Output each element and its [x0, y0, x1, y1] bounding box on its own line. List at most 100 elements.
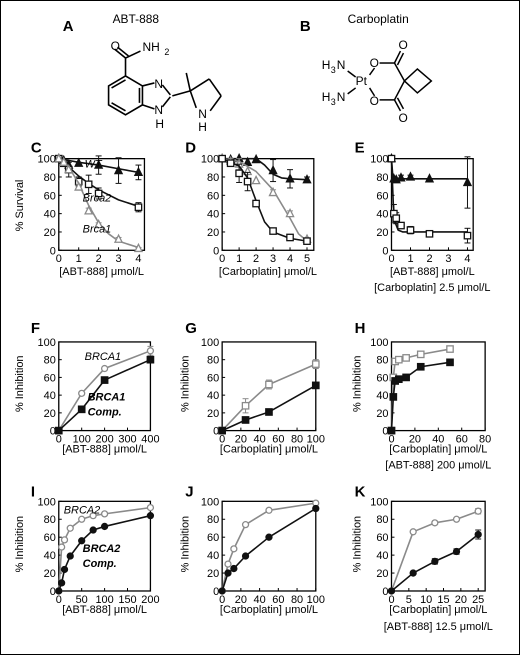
abt888-pyrrolidine-h: H — [198, 120, 207, 134]
panel-g: G 0 20 40 60 80 100 0 20 40 60 80 100 % Inhibition [Ca… — [179, 320, 325, 456]
y-tick-label: 20 — [207, 568, 219, 580]
data-point — [100, 522, 109, 531]
carboplatin-bonds — [347, 50, 433, 112]
y-tick-label: 0 — [50, 586, 56, 598]
y-tick-label: 40 — [44, 209, 56, 221]
y-tick-label: 60 — [376, 190, 388, 202]
x-tick-label: 80 — [479, 434, 491, 446]
series-annotation: Comp. — [88, 407, 122, 419]
x-tick-label: 60 — [272, 434, 284, 446]
data-point — [302, 174, 312, 184]
data-point — [387, 154, 396, 163]
y-tick-label: 100 — [201, 337, 219, 349]
data-point — [54, 426, 63, 435]
x-axis-label: [ABT-888] μmol/L — [390, 266, 475, 278]
data-point — [251, 153, 261, 164]
data-point — [446, 358, 454, 367]
data-point — [416, 362, 425, 371]
x-tick-label: 40 — [254, 434, 266, 446]
data-point — [146, 512, 155, 520]
y-tick-label: 0 — [213, 426, 219, 438]
plot-frame — [221, 158, 315, 251]
plot-frame — [58, 158, 146, 251]
y-tick-label: 0 — [382, 426, 388, 438]
series-annotation: Brca2 — [83, 192, 112, 204]
data-point — [303, 237, 311, 245]
data-point — [54, 153, 64, 163]
y-tick-label: 100 — [38, 496, 56, 508]
y-tick-label: 0 — [382, 245, 388, 257]
data-point — [242, 156, 253, 166]
data-point — [241, 552, 250, 560]
data-point — [312, 504, 320, 513]
data-point — [60, 536, 69, 544]
series-line — [221, 363, 317, 432]
abt888-bonds — [107, 46, 222, 116]
y-tick-label: 80 — [376, 355, 388, 367]
data-point — [241, 416, 250, 424]
data-point — [100, 510, 109, 518]
x-tick-label: 80 — [291, 594, 303, 606]
y-tick-label: 60 — [376, 372, 388, 384]
y-tick-label: 100 — [201, 496, 219, 508]
y-tick-label: 60 — [44, 532, 56, 544]
x-axis-label: [Carboplatin] μmol/L — [389, 604, 487, 616]
x-tick-label: 0 — [56, 253, 62, 265]
x-tick-label: 0 — [219, 594, 225, 606]
series-2 — [55, 512, 155, 595]
data-point — [60, 565, 69, 574]
data-point — [265, 506, 273, 514]
panel-j: J 0 20 40 60 80 100 0 20 40 60 80 100 % Inhibition [Ca… — [179, 483, 325, 616]
carboplatin-h3n-bot-h: H — [322, 90, 331, 104]
panel-letter-f: F — [31, 320, 40, 337]
x-axis-label: [Carboplatin] μmol/L — [220, 604, 318, 616]
data-point — [226, 159, 235, 168]
y-tick-label: 60 — [207, 190, 219, 202]
series-line — [58, 358, 151, 432]
y-tick-label: 100 — [370, 496, 388, 508]
data-point — [285, 173, 295, 183]
series-annotation: Brca1 — [83, 223, 112, 235]
y-tick-label: 40 — [376, 209, 388, 221]
data-point — [397, 221, 405, 230]
data-point — [230, 545, 238, 553]
abt888-ring-nh: N — [154, 103, 163, 117]
data-point — [133, 242, 144, 253]
y-axis-label: % Survival — [14, 180, 26, 232]
y-tick-label: 80 — [44, 355, 56, 367]
panel-letter-e: E — [355, 140, 365, 157]
abt888-title: ABT-888 — [113, 12, 160, 26]
x-tick-label: 150 — [118, 594, 136, 606]
data-point — [424, 173, 435, 183]
data-point — [405, 171, 416, 181]
data-point — [93, 159, 104, 169]
x-tick-label: 0 — [219, 434, 225, 446]
data-point — [431, 519, 439, 527]
data-point — [100, 376, 109, 384]
x-tick-label: 0 — [388, 253, 394, 265]
x-tick-label: 4 — [464, 253, 470, 265]
x-tick-label: 1 — [236, 253, 242, 265]
abt888-ring-n: N — [154, 77, 163, 91]
panel-letter-g: G — [185, 320, 197, 337]
y-tick-label: 60 — [376, 532, 388, 544]
y-tick-label: 80 — [44, 172, 56, 184]
series-2 — [218, 381, 320, 435]
data-point — [269, 227, 277, 235]
x-tick-label: 60 — [272, 594, 284, 606]
plot-frame — [390, 500, 486, 592]
y-axis-label: % Inhibition — [14, 516, 26, 573]
panel-f: F 0 20 40 60 80 100 0 100 200 300 400 % Inhibition [A… — [14, 320, 160, 456]
y-tick-label: 80 — [376, 514, 388, 526]
x-tick-label: 100 — [307, 434, 325, 446]
data-point — [58, 579, 66, 587]
data-point — [93, 219, 104, 229]
data-point — [425, 229, 434, 238]
abt888-pyrrolidine-n: N — [198, 107, 207, 121]
series-2 — [387, 154, 472, 244]
data-point — [387, 426, 396, 435]
panel-letter-k: K — [355, 483, 366, 500]
carboplatin-o-bot: O — [398, 111, 407, 125]
abt888-carbonyl-o: O — [111, 39, 120, 53]
